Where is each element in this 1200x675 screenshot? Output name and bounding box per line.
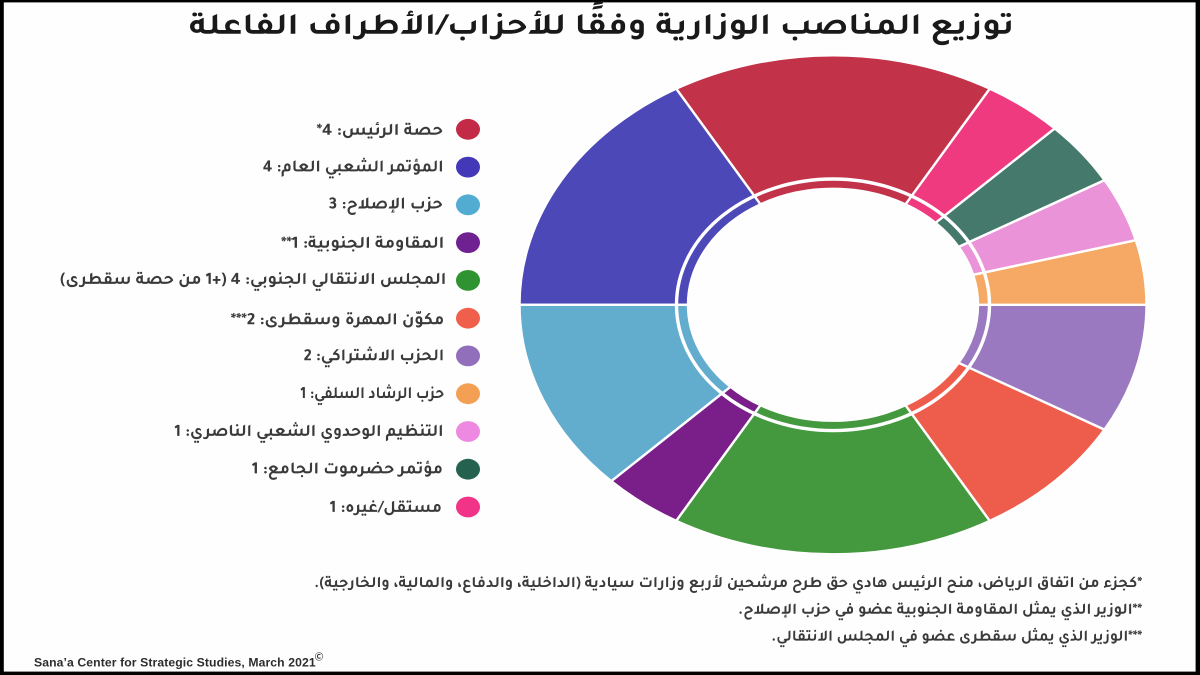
svg-text:Ⓒ: Ⓒ <box>315 652 323 662</box>
svg-text:Sana’a Center for Strategic St: Sana’a Center for Strategic Studies, Mar… <box>34 656 316 670</box>
